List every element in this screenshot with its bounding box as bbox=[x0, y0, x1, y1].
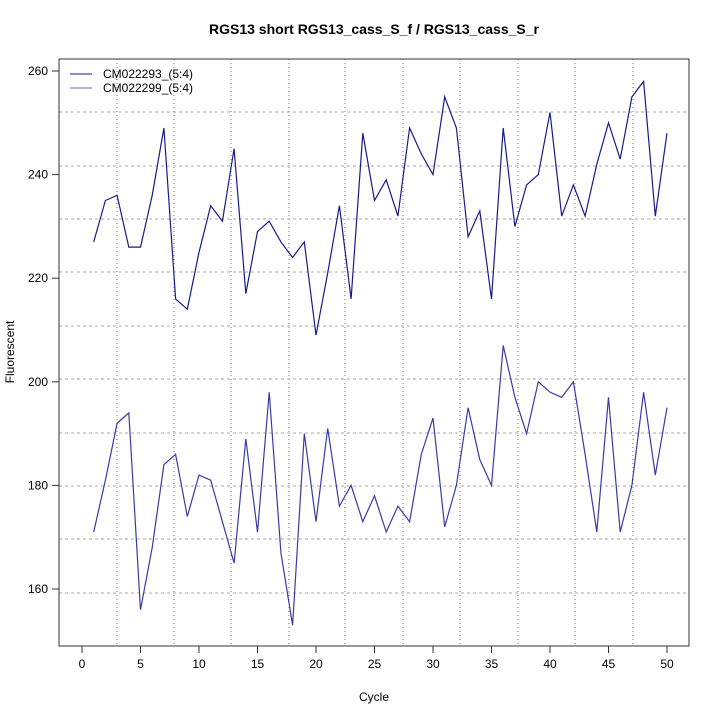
y-tick-label: 160 bbox=[28, 582, 48, 596]
y-tick-label: 200 bbox=[28, 375, 48, 389]
plot-frame bbox=[58, 58, 690, 647]
x-tick-label: 5 bbox=[137, 657, 144, 671]
x-axis-label: Cycle bbox=[359, 690, 389, 704]
y-tick-label: 220 bbox=[28, 271, 48, 285]
y-axis: 160 180 200 220 240 260 bbox=[28, 64, 59, 596]
y-axis-label: Fluorescent bbox=[3, 320, 17, 383]
x-tick-label: 50 bbox=[660, 657, 674, 671]
legend-label-2: CM022299_(5:4) bbox=[103, 81, 193, 95]
series-lines bbox=[93, 79, 668, 626]
x-tick-label: 25 bbox=[368, 657, 382, 671]
x-tick-label: 40 bbox=[543, 657, 557, 671]
x-tick-label: 30 bbox=[426, 657, 440, 671]
y-tick-label: 260 bbox=[28, 64, 48, 78]
grid-lines bbox=[59, 59, 689, 646]
series-line-1 bbox=[93, 79, 668, 336]
x-tick-label: 35 bbox=[485, 657, 499, 671]
legend: CM022293_(5:4) CM022299_(5:4) bbox=[70, 67, 193, 95]
x-tick-label: 10 bbox=[192, 657, 206, 671]
x-tick-label: 15 bbox=[251, 657, 265, 671]
x-tick-label: 0 bbox=[79, 657, 86, 671]
chart-title: RGS13 short RGS13_cass_S_f / RGS13_cass_… bbox=[209, 21, 540, 37]
x-tick-label: 20 bbox=[309, 657, 323, 671]
y-tick-label: 240 bbox=[28, 168, 48, 182]
series-line-2 bbox=[93, 345, 668, 626]
x-tick-label: 45 bbox=[602, 657, 616, 671]
y-tick-label: 180 bbox=[28, 478, 48, 492]
x-axis: 0 5 10 15 20 25 30 35 40 45 50 bbox=[79, 646, 674, 671]
legend-label-1: CM022293_(5:4) bbox=[103, 67, 193, 81]
